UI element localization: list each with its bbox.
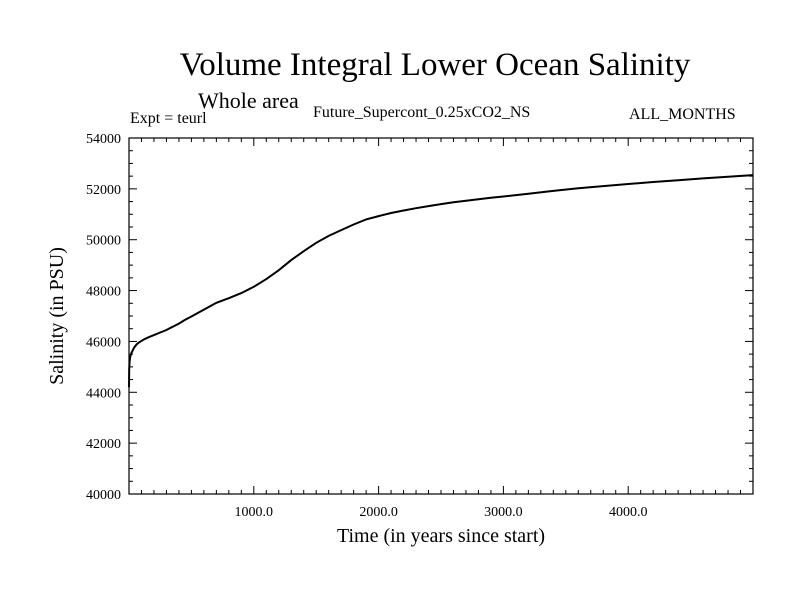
x-tick-label: 2000.0 [359,505,398,520]
y-tick-label: 46000 [86,335,121,350]
y-tick-label: 44000 [86,386,121,401]
y-tick-label: 42000 [86,437,121,452]
chart-title: Volume Integral Lower Ocean Salinity [179,47,691,83]
x-tick-label: 4000.0 [609,505,648,520]
axis-ticks [129,138,753,494]
run-name-label: Future_Supercont_0.25xCO2_NS [313,104,531,121]
months-label: ALL_MONTHS [629,106,736,123]
salinity-series-line [128,174,754,388]
y-tick-label: 52000 [86,183,121,198]
y-tick-label: 48000 [86,285,121,300]
chart-subtitle: Whole area [198,88,299,113]
tick-labels: 1000.0 2000.0 3000.0 4000.0 40000 42000 44000 4… [86,132,647,520]
x-tick-label: 1000.0 [235,505,274,520]
plot-frame [128,137,754,495]
y-axis-label: Salinity (in PSU) [46,247,68,385]
experiment-label: Expt = teurl [130,110,207,127]
y-tick-label: 40000 [86,488,121,503]
x-axis-label: Time (in years since start) [337,525,545,547]
y-tick-label: 50000 [86,234,121,249]
y-tick-label: 54000 [86,132,121,147]
x-tick-label: 3000.0 [484,505,523,520]
